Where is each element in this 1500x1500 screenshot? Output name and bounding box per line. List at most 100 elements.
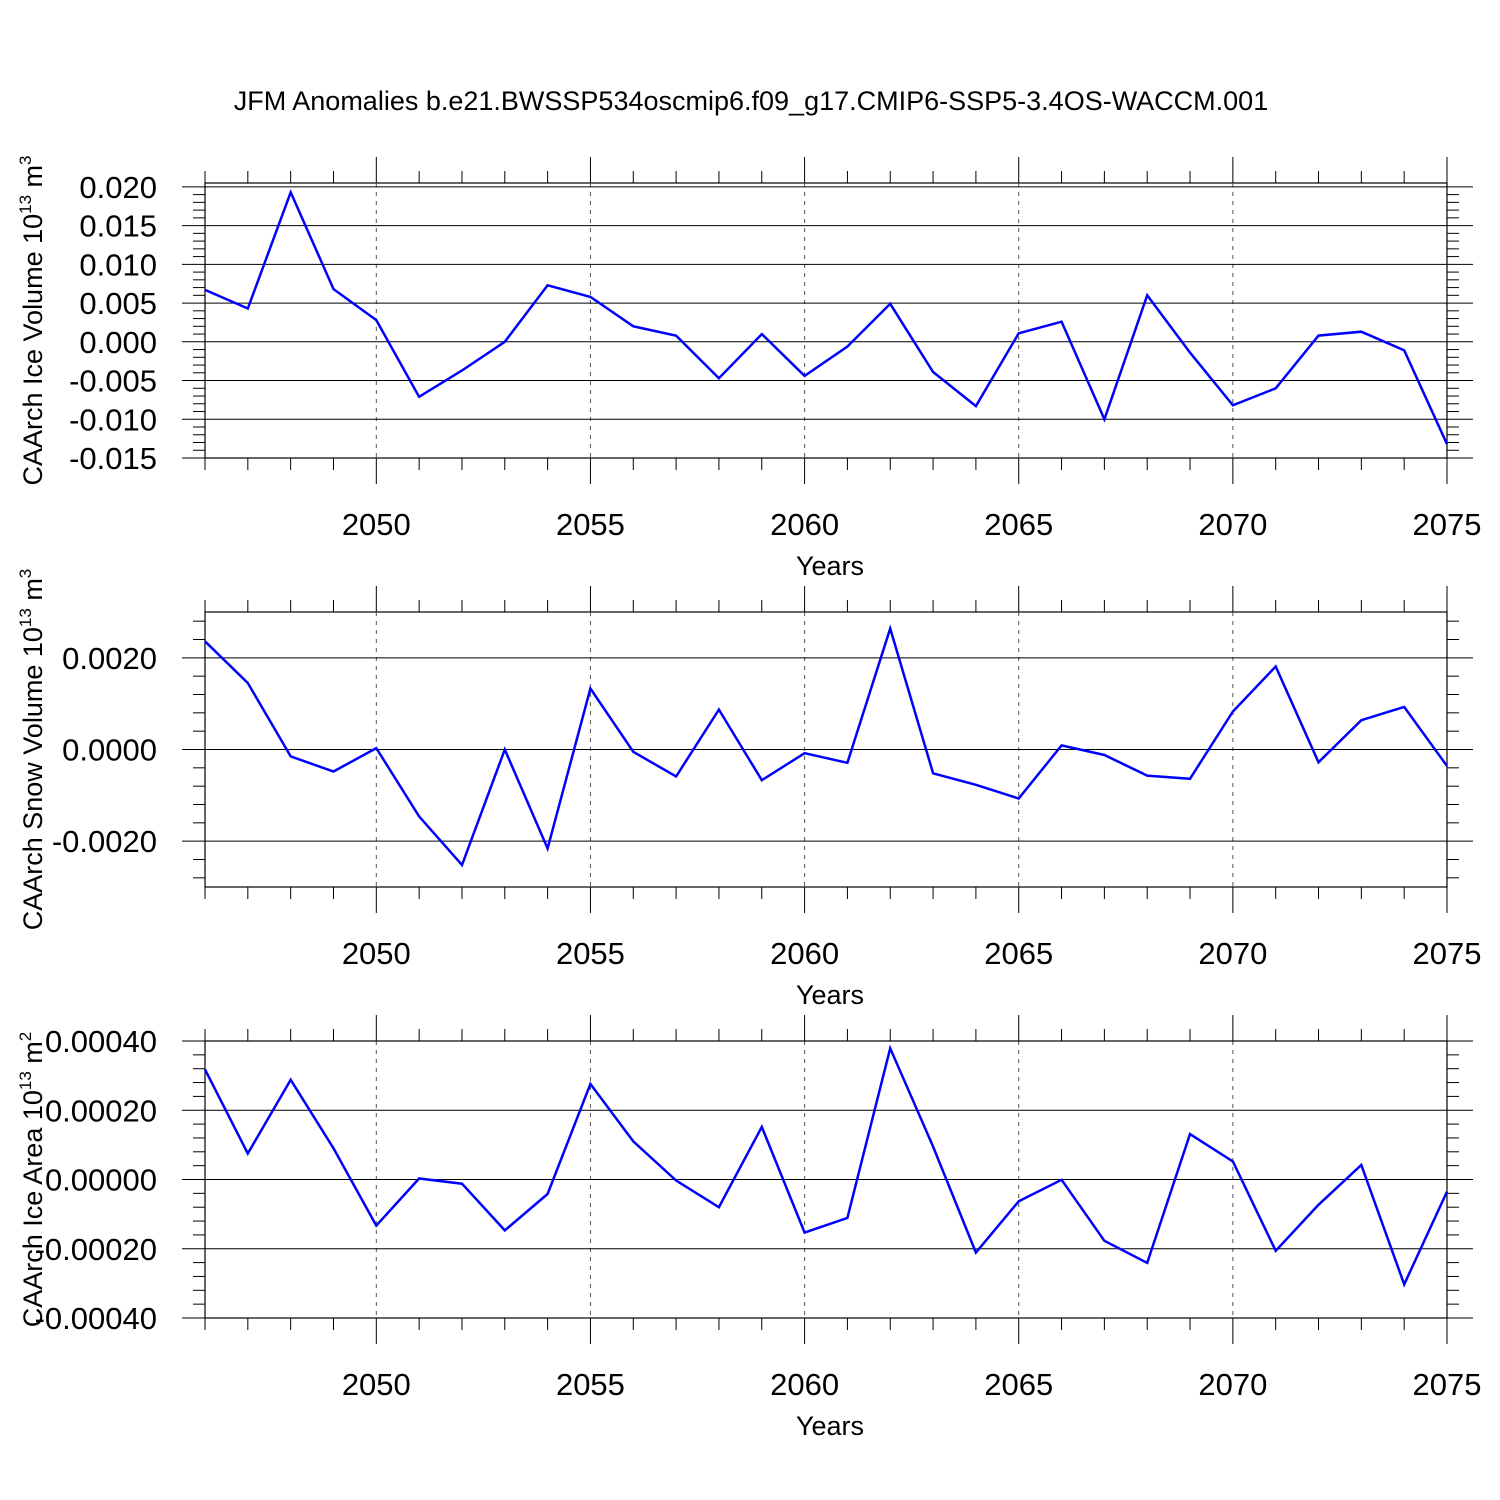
data-point (1403, 706, 1405, 708)
data-point (1274, 1250, 1276, 1252)
data-point (975, 784, 977, 786)
y-tick-label: 0.000 (79, 325, 157, 360)
plot-frame (204, 182, 1448, 459)
x-tick-label: 2060 (770, 936, 839, 971)
data-point (889, 1047, 891, 1049)
y-axis-label-unit: m (18, 165, 48, 195)
data-point (461, 1182, 463, 1184)
data-point (803, 375, 805, 377)
data-point (975, 1251, 977, 1253)
data-point (803, 752, 805, 754)
series-line (204, 188, 1449, 445)
data-point (247, 1152, 249, 1154)
data-point (1060, 1179, 1062, 1181)
data-point (204, 1068, 206, 1070)
data-point (418, 396, 420, 398)
data-point (247, 682, 249, 684)
y-tick-label: -0.005 (69, 364, 157, 399)
data-point (1317, 334, 1319, 336)
x-tick-label: 2055 (556, 507, 625, 542)
y-axis-label-exponent: 13 (16, 195, 35, 214)
data-point (332, 288, 334, 290)
data-point (1189, 1133, 1191, 1135)
y-axis-label: CAArch Ice Volume 1013 m3 (16, 155, 48, 485)
y-axis-label: CAArch Ice Area 1013 m2 (16, 1032, 48, 1328)
data-point (375, 747, 377, 749)
y-tick-label: -0.010 (69, 402, 157, 437)
y-tick-label: -0.015 (69, 441, 157, 476)
data-point (1274, 387, 1276, 389)
x-tick-label: 2055 (556, 936, 625, 971)
y-tick-label: 0.0000 (62, 733, 157, 768)
y-tick-label: -0.00040 (35, 1301, 157, 1336)
x-tick-label: 2070 (1198, 1367, 1267, 1402)
data-point (546, 1193, 548, 1195)
x-tick-label: 2050 (342, 936, 411, 971)
data-point (289, 755, 291, 757)
data-point (718, 1206, 720, 1208)
data-point (1274, 665, 1276, 667)
data-point (375, 1224, 377, 1226)
y-axis-label-unit: m (18, 1041, 48, 1071)
data-point (761, 779, 763, 781)
y-tick-label: -0.0020 (52, 824, 157, 859)
x-axis-label: Years (796, 551, 864, 581)
data-point (1146, 774, 1148, 776)
data-point (204, 640, 206, 642)
data-point (504, 748, 506, 750)
panel-snow-volume: -0.0020 0.0000 0.0020 2050 2055 2060 2065 2070 2… (16, 569, 1481, 1010)
data-point (546, 284, 548, 286)
data-point (375, 319, 377, 321)
data-point (718, 708, 720, 710)
data-point (1446, 1190, 1448, 1192)
y-axis-label-unit-exponent: 3 (16, 155, 35, 164)
x-tick-label: 2070 (1198, 507, 1267, 542)
data-point (761, 1126, 763, 1128)
data-point (461, 864, 463, 866)
data-point (632, 1140, 634, 1142)
x-tick-label: 2070 (1198, 936, 1267, 971)
data-point (761, 333, 763, 335)
data-point (418, 815, 420, 817)
series-line (203, 1044, 1449, 1288)
x-tick-label: 2050 (342, 507, 411, 542)
data-point (546, 847, 548, 849)
data-point (1446, 443, 1448, 445)
data-point (204, 289, 206, 291)
y-axis-label-text: CAArch Snow Volume 10 (18, 627, 48, 930)
data-point (589, 687, 591, 689)
data-point (589, 296, 591, 298)
data-point (1018, 1200, 1020, 1202)
y-axis-label: CAArch Snow Volume 1013 m3 (16, 569, 48, 931)
data-point (975, 405, 977, 407)
data-point (1189, 351, 1191, 353)
data-point (1146, 294, 1148, 296)
x-tick-label: 2075 (1413, 936, 1482, 971)
y-axis-label-exponent: 13 (16, 1071, 35, 1090)
data-point (1403, 349, 1405, 351)
y-axis-label-exponent: 13 (16, 608, 35, 627)
y-tick-label: 0.005 (79, 286, 157, 321)
data-point (675, 334, 677, 336)
series-line (204, 624, 1449, 868)
y-tick-label: 0.00020 (45, 1093, 157, 1128)
data-point (803, 1231, 805, 1233)
data-point (289, 191, 291, 193)
data-point (1317, 1204, 1319, 1206)
panel-ice-area: -0.00040 -0.00020 0.00000 0.00020 0.00040 205… (16, 1015, 1481, 1441)
x-tick-label: 2065 (984, 507, 1053, 542)
chart-title: JFM Anomalies b.e21.BWSSP534oscmip6.f09_… (234, 86, 1268, 116)
data-point (846, 762, 848, 764)
data-point (1317, 761, 1319, 763)
data-point (1232, 710, 1234, 712)
y-tick-label: 0.010 (79, 247, 157, 282)
data-point (632, 325, 634, 327)
data-point (504, 1229, 506, 1231)
data-point (1232, 404, 1234, 406)
data-point (332, 770, 334, 772)
data-point (1446, 765, 1448, 767)
data-point (889, 627, 891, 629)
